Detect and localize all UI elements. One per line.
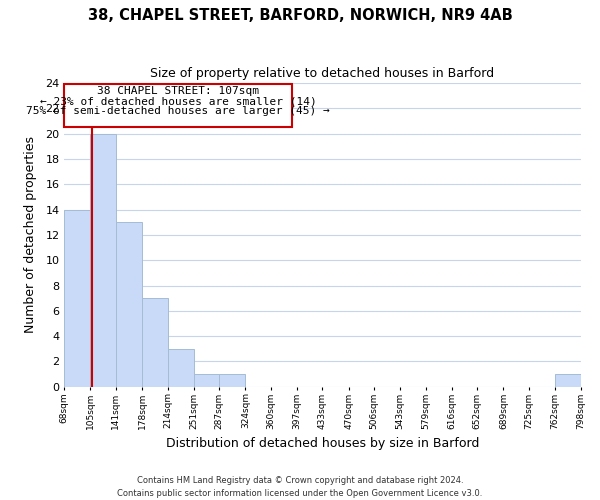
FancyBboxPatch shape bbox=[64, 84, 292, 128]
X-axis label: Distribution of detached houses by size in Barford: Distribution of detached houses by size … bbox=[166, 437, 479, 450]
Text: 75% of semi-detached houses are larger (45) →: 75% of semi-detached houses are larger (… bbox=[26, 106, 330, 116]
Text: Contains HM Land Registry data © Crown copyright and database right 2024.
Contai: Contains HM Land Registry data © Crown c… bbox=[118, 476, 482, 498]
Bar bbox=[555, 374, 581, 386]
Text: 38 CHAPEL STREET: 107sqm: 38 CHAPEL STREET: 107sqm bbox=[97, 86, 259, 97]
Bar bbox=[167, 349, 194, 387]
Bar bbox=[142, 298, 167, 386]
Bar bbox=[219, 374, 245, 386]
Text: 38, CHAPEL STREET, BARFORD, NORWICH, NR9 4AB: 38, CHAPEL STREET, BARFORD, NORWICH, NR9… bbox=[88, 8, 512, 22]
Text: ← 23% of detached houses are smaller (14): ← 23% of detached houses are smaller (14… bbox=[40, 96, 317, 106]
Title: Size of property relative to detached houses in Barford: Size of property relative to detached ho… bbox=[151, 68, 494, 80]
Bar bbox=[91, 134, 116, 386]
Y-axis label: Number of detached properties: Number of detached properties bbox=[24, 136, 37, 334]
Bar bbox=[64, 210, 91, 386]
Bar bbox=[194, 374, 219, 386]
Bar bbox=[116, 222, 142, 386]
